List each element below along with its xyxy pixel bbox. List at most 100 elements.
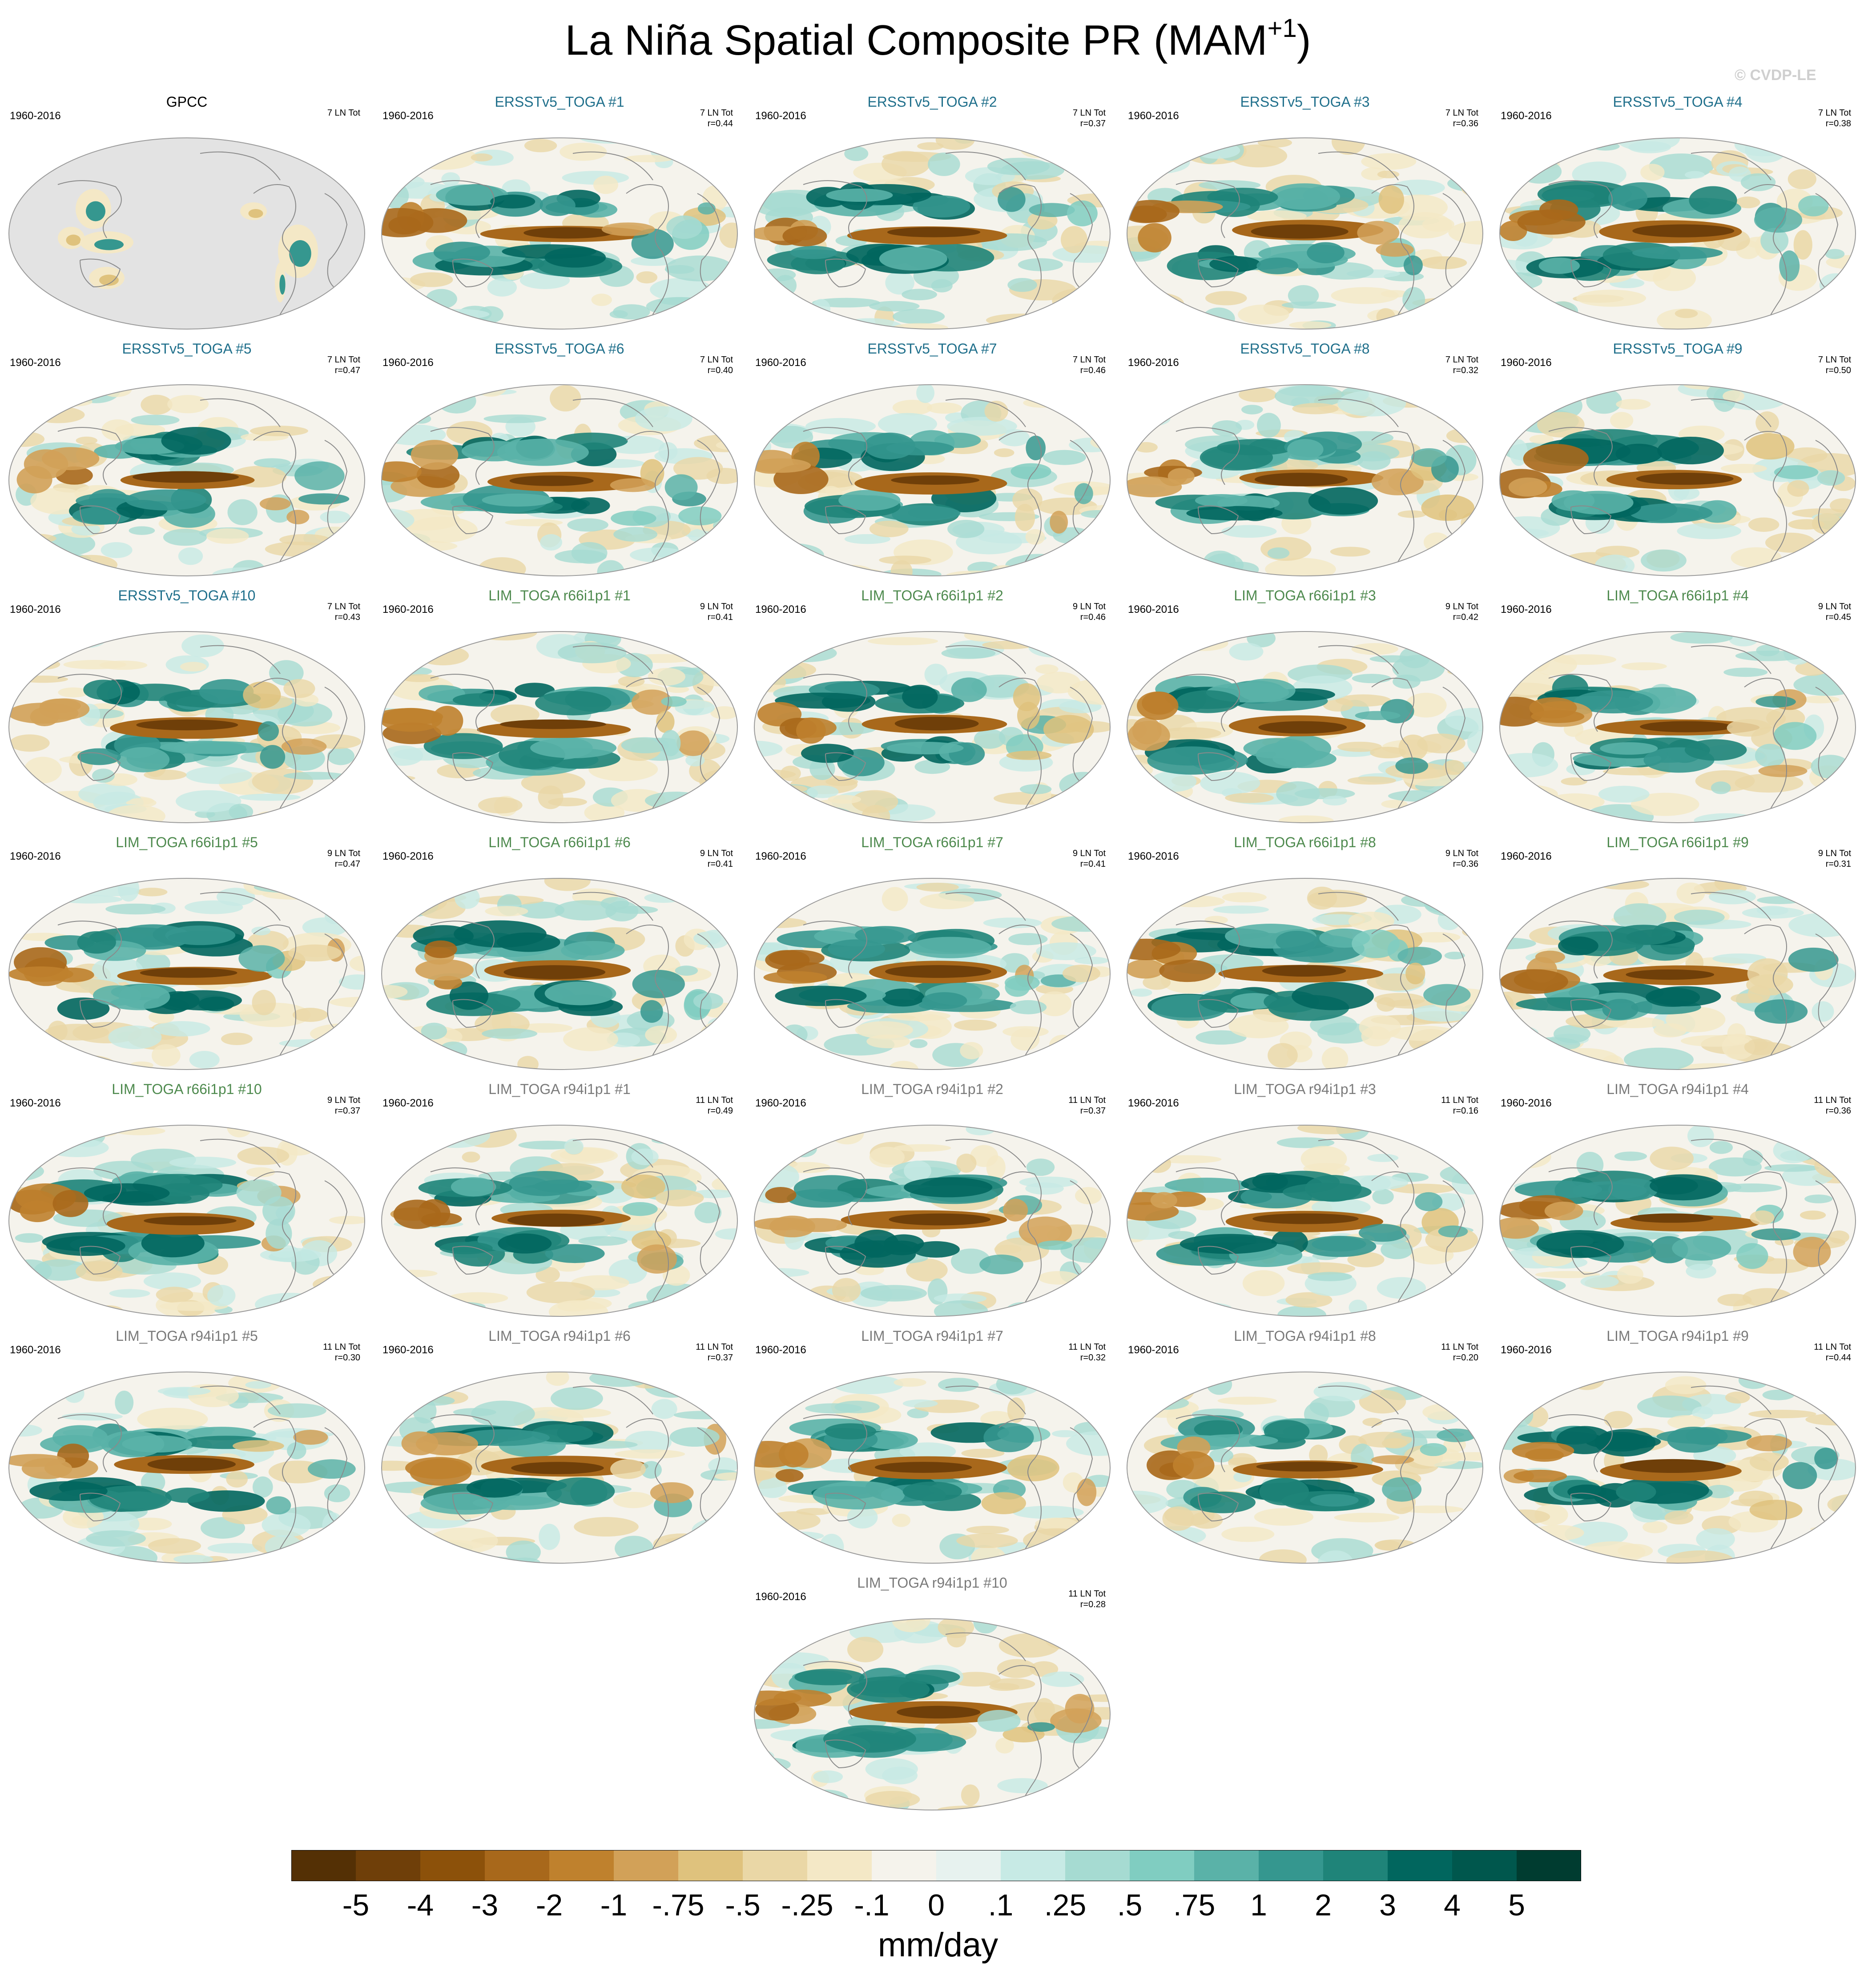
- panel-period: 1960-2016: [755, 1344, 806, 1356]
- panel-period: 1960-2016: [1128, 603, 1179, 615]
- panel-event-count: 11 LN Tot: [1441, 1342, 1478, 1352]
- globe-map: [1127, 1125, 1483, 1317]
- colorbar-swatch: [1065, 1850, 1130, 1881]
- panel-title: ERSSTv5_TOGA #5: [122, 341, 252, 357]
- colorbar-tick-label: 3: [1379, 1888, 1396, 1922]
- panel-period: 1960-2016: [1128, 1097, 1179, 1109]
- panel-correlation: r=0.41: [1080, 859, 1106, 869]
- panel-period: 1960-2016: [10, 357, 61, 369]
- panel-title: GPCC: [166, 94, 208, 110]
- panel-title: ERSSTv5_TOGA #1: [495, 94, 624, 110]
- panel-event-count: 9 LN Tot: [327, 849, 360, 858]
- panel-correlation: r=0.30: [334, 1353, 360, 1363]
- watermark: © CVDP-LE: [1735, 67, 1816, 84]
- panel-period: 1960-2016: [1501, 850, 1552, 862]
- panel-period: 1960-2016: [755, 357, 806, 369]
- panel-title: LIM_TOGA r66i1p1 #5: [116, 834, 258, 850]
- panel-title: ERSSTv5_TOGA #2: [867, 94, 997, 110]
- panel-event-count: 7 LN Tot: [1445, 108, 1478, 118]
- panel-correlation: r=0.37: [1080, 119, 1106, 129]
- panel-period: 1960-2016: [1128, 357, 1179, 369]
- panel-period: 1960-2016: [1501, 110, 1552, 122]
- map-panel: ERSSTv5_TOGA #2 1960-2016 7 LN Tot r=0.37: [750, 91, 1115, 336]
- globe-map: [381, 631, 738, 823]
- figure-title: La Niña Spatial Composite PR (MAM+1): [0, 13, 1876, 65]
- map-panel: LIM_TOGA r94i1p1 #5 1960-2016 11 LN Tot r=0…: [4, 1325, 369, 1570]
- map-panel: ERSSTv5_TOGA #1 1960-2016 7 LN Tot r=0.44: [377, 91, 742, 336]
- panel-correlation: r=0.32: [1080, 1353, 1106, 1363]
- colorbar-swatch: [1001, 1850, 1066, 1881]
- colorbar-swatch: [549, 1850, 614, 1881]
- colorbar-swatch: [1194, 1850, 1259, 1881]
- map-panel: ERSSTv5_TOGA #7 1960-2016 7 LN Tot r=0.46: [750, 338, 1115, 583]
- colorbar-swatch: [807, 1850, 872, 1881]
- panel-period: 1960-2016: [10, 110, 61, 122]
- panel-period: 1960-2016: [382, 1344, 434, 1356]
- globe-map: [1499, 1372, 1856, 1564]
- colorbar-swatch: [291, 1850, 356, 1881]
- colorbar-swatch: [1259, 1850, 1324, 1881]
- colorbar-swatch: [678, 1850, 743, 1881]
- panel-title: ERSSTv5_TOGA #10: [118, 587, 256, 603]
- colorbar-swatch: [614, 1850, 679, 1881]
- panel-period: 1960-2016: [10, 603, 61, 615]
- panel-event-count: 11 LN Tot: [696, 1095, 733, 1105]
- panel-event-count: 7 LN Tot: [327, 355, 360, 365]
- map-panel: LIM_TOGA r94i1p1 #10 1960-2016 11 LN Tot r=…: [750, 1572, 1115, 1817]
- globe-map: [8, 878, 365, 1070]
- panel-title: ERSSTv5_TOGA #7: [867, 341, 997, 357]
- panel-event-count: 9 LN Tot: [1072, 602, 1106, 611]
- panel-event-count: 9 LN Tot: [1818, 849, 1851, 858]
- colorbar-swatch: [420, 1850, 485, 1881]
- panel-correlation: r=0.46: [1080, 366, 1106, 375]
- panel-title: LIM_TOGA r94i1p1 #9: [1606, 1328, 1749, 1344]
- map-panel: LIM_TOGA r94i1p1 #1 1960-2016 11 LN Tot r=0…: [377, 1078, 742, 1323]
- map-panel: LIM_TOGA r94i1p1 #3 1960-2016 11 LN Tot r=0…: [1123, 1078, 1487, 1323]
- map-panel: LIM_TOGA r66i1p1 #10 1960-2016 9 LN Tot r=0…: [4, 1078, 369, 1323]
- panel-correlation: r=0.42: [1453, 612, 1478, 622]
- colorbar-tick-label: 0: [928, 1888, 945, 1922]
- panel-event-count: 7 LN Tot: [700, 355, 733, 365]
- globe-map: [1127, 878, 1483, 1070]
- panel-period: 1960-2016: [755, 110, 806, 122]
- panel-event-count: 9 LN Tot: [1445, 849, 1478, 858]
- colorbar-tick-label: .1: [988, 1888, 1014, 1922]
- panel-title: LIM_TOGA r94i1p1 #7: [861, 1328, 1003, 1344]
- panel-correlation: r=0.46: [1080, 612, 1106, 622]
- globe-map: [381, 384, 738, 576]
- panel-correlation: r=0.20: [1453, 1353, 1478, 1363]
- panel-event-count: 11 LN Tot: [1814, 1095, 1851, 1105]
- panel-period: 1960-2016: [382, 110, 434, 122]
- panel-title: LIM_TOGA r66i1p1 #9: [1606, 834, 1749, 850]
- panel-period: 1960-2016: [382, 1097, 434, 1109]
- panel-correlation: r=0.36: [1453, 119, 1478, 129]
- map-panel: LIM_TOGA r94i1p1 #4 1960-2016 11 LN Tot r=0…: [1495, 1078, 1860, 1323]
- panel-period: 1960-2016: [1128, 1344, 1179, 1356]
- panel-correlation: r=0.36: [1825, 1106, 1851, 1116]
- map-panel: ERSSTv5_TOGA #3 1960-2016 7 LN Tot r=0.36: [1123, 91, 1487, 336]
- panel-event-count: 9 LN Tot: [1072, 849, 1106, 858]
- panel-event-count: 9 LN Tot: [700, 849, 733, 858]
- panel-event-count: 9 LN Tot: [1818, 602, 1851, 611]
- map-panel: GPCC 1960-2016 7 LN Tot: [4, 91, 369, 336]
- globe-map: [381, 878, 738, 1070]
- panel-correlation: r=0.49: [707, 1106, 733, 1116]
- globe-map: [754, 631, 1111, 823]
- panel-correlation: r=0.16: [1453, 1106, 1478, 1116]
- map-panel: LIM_TOGA r94i1p1 #8 1960-2016 11 LN Tot r=0…: [1123, 1325, 1487, 1570]
- globe-map: [1499, 1125, 1856, 1317]
- panel-title: LIM_TOGA r94i1p1 #1: [488, 1081, 631, 1097]
- colorbar-swatch: [356, 1850, 421, 1881]
- panel-period: 1960-2016: [10, 1344, 61, 1356]
- panel-correlation: r=0.37: [1080, 1106, 1106, 1116]
- panel-event-count: 11 LN Tot: [1068, 1095, 1106, 1105]
- panel-title: ERSSTv5_TOGA #9: [1613, 341, 1743, 357]
- colorbar-tick-label: -5: [342, 1888, 370, 1922]
- map-panel: LIM_TOGA r66i1p1 #4 1960-2016 9 LN Tot r=0.…: [1495, 585, 1860, 829]
- panel-title: ERSSTv5_TOGA #8: [1240, 341, 1370, 357]
- map-panel: ERSSTv5_TOGA #9 1960-2016 7 LN Tot r=0.50: [1495, 338, 1860, 583]
- globe-map: [1499, 384, 1856, 576]
- panel-correlation: r=0.43: [334, 612, 360, 622]
- panel-correlation: r=0.45: [1825, 612, 1851, 622]
- panel-title: LIM_TOGA r94i1p1 #4: [1606, 1081, 1749, 1097]
